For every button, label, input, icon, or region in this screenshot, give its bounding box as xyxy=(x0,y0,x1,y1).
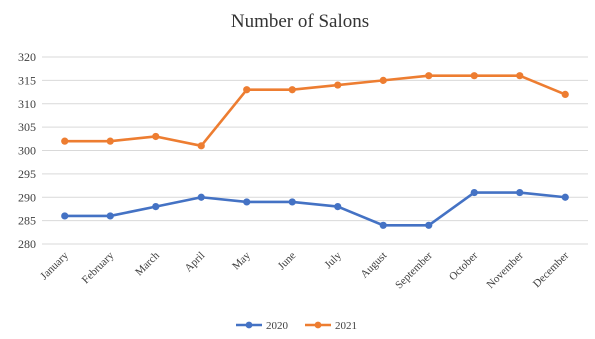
x-tick-label: January xyxy=(38,249,71,282)
series-line xyxy=(63,191,567,227)
data-point xyxy=(152,203,160,211)
y-tick-label: 295 xyxy=(18,167,36,181)
legend-item: 2020 xyxy=(236,320,289,332)
x-tick-label: February xyxy=(80,249,117,286)
legend-swatch-marker xyxy=(245,321,253,329)
x-tick-label: September xyxy=(393,249,435,291)
y-tick-label: 305 xyxy=(18,120,36,134)
legend: 2020 2021 xyxy=(236,320,357,332)
x-tick-label: April xyxy=(182,250,207,275)
data-point xyxy=(425,221,433,229)
data-point xyxy=(561,193,569,201)
y-tick-label: 280 xyxy=(18,237,36,251)
x-tick-label: May xyxy=(230,249,253,272)
series-2020 xyxy=(61,188,569,229)
x-tick-label: July xyxy=(322,249,344,271)
x-tick-label: October xyxy=(447,249,481,283)
legend-label: 2021 xyxy=(335,320,357,332)
chart-title: Number of Salons xyxy=(231,11,369,32)
x-axis-ticks: January February March April May June July Augu… xyxy=(38,249,571,291)
data-point xyxy=(61,212,69,220)
data-point xyxy=(516,188,524,197)
series-layer xyxy=(61,72,569,229)
data-point xyxy=(334,203,342,211)
data-point xyxy=(379,221,387,229)
legend-swatch-marker xyxy=(314,321,322,329)
y-tick-label: 310 xyxy=(18,97,36,111)
x-tick-label: March xyxy=(133,249,162,278)
data-point xyxy=(288,86,296,94)
y-tick-label: 320 xyxy=(18,50,36,64)
y-tick-label: 290 xyxy=(18,190,36,204)
data-point xyxy=(243,86,251,94)
data-point xyxy=(243,198,251,206)
data-point xyxy=(379,76,387,84)
data-point xyxy=(197,193,205,201)
data-point xyxy=(334,81,342,89)
data-point xyxy=(106,212,114,220)
data-point xyxy=(61,137,69,145)
gridlines xyxy=(42,56,588,245)
data-point xyxy=(425,72,433,80)
legend-item: 2021 xyxy=(305,320,357,332)
legend-label: 2020 xyxy=(266,320,289,332)
data-point xyxy=(470,72,478,80)
data-point xyxy=(470,188,478,197)
data-point xyxy=(516,72,524,80)
data-point xyxy=(197,142,205,150)
x-tick-label: June xyxy=(276,250,299,273)
y-tick-label: 315 xyxy=(18,73,36,87)
data-point xyxy=(152,132,160,141)
x-tick-label: November xyxy=(485,249,527,291)
y-tick-label: 285 xyxy=(18,214,36,228)
data-point xyxy=(106,137,114,145)
x-tick-label: December xyxy=(531,249,572,290)
series-line xyxy=(63,74,567,148)
x-tick-label: August xyxy=(358,250,389,281)
data-point xyxy=(561,90,569,98)
y-tick-label: 300 xyxy=(18,144,36,158)
series-2021 xyxy=(61,72,569,150)
data-point xyxy=(288,198,296,206)
y-axis-ticks: 280 285 290 295 300 305 310 315 320 xyxy=(18,50,36,251)
